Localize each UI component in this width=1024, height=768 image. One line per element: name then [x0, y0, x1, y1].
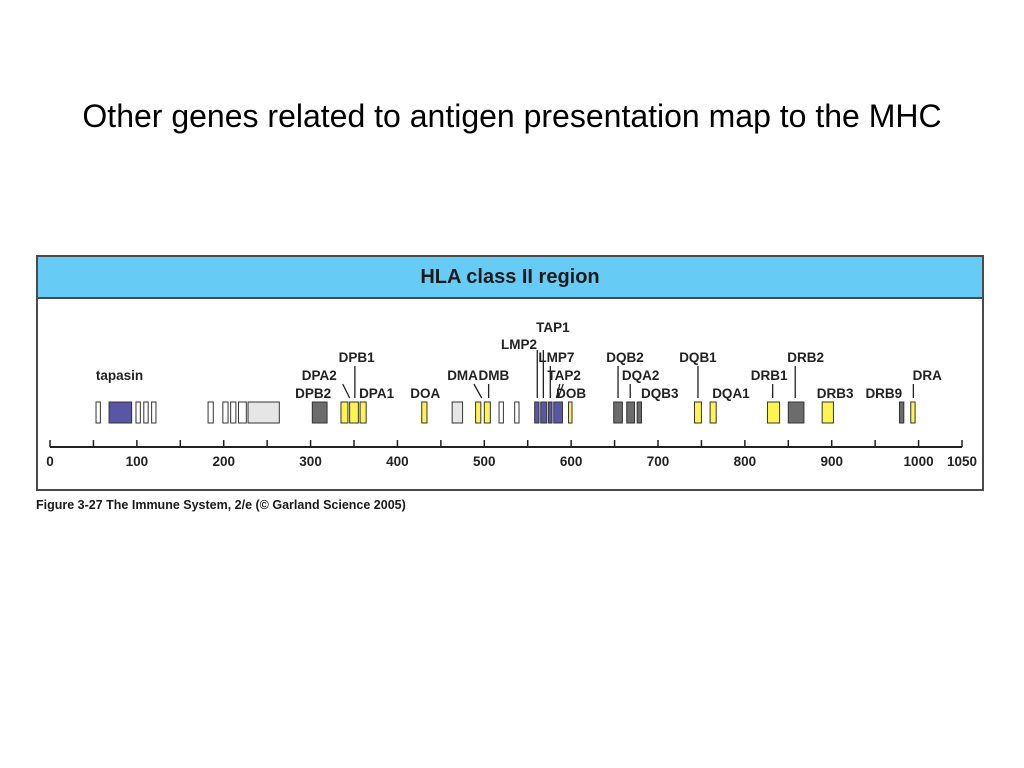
gene-label-dqb3: DQB3: [641, 386, 679, 401]
gene-label-drb9: DRB9: [865, 386, 902, 401]
axis-tick-label: 200: [212, 454, 235, 469]
gene-label-dra: DRA: [913, 368, 942, 383]
gene-block-yellow: [340, 401, 349, 424]
gene-label-dqa1: DQA1: [712, 386, 750, 401]
gene-label-tapasin: tapasin: [96, 368, 143, 383]
axis-tick-label: 600: [560, 454, 583, 469]
gene-block-yellow: [709, 401, 717, 424]
gene-block-yellow: [349, 401, 359, 424]
gene-label-drb3: DRB3: [817, 386, 854, 401]
gene-label-lmp7: LMP7: [538, 350, 574, 365]
axis-tick-label: 1000: [904, 454, 934, 469]
gene-label-dpa1: DPA1: [359, 386, 395, 401]
axis-tick-label: 800: [734, 454, 757, 469]
gene-label-dqb2: DQB2: [606, 350, 644, 365]
gene-block-dark: [787, 401, 805, 424]
gene-block-dark: [311, 401, 328, 424]
gene-block-dark: [626, 401, 636, 424]
gene-label-dmb: DMB: [478, 368, 509, 383]
gene-label-dma: DMA: [447, 368, 478, 383]
gene-block-yellow: [821, 401, 834, 424]
gene-block-yellow: [421, 401, 428, 424]
gene-block-white: [222, 401, 229, 424]
gene-block-dark: [898, 401, 905, 424]
gene-label-dpb2: DPB2: [295, 386, 331, 401]
gene-label-tap2: TAP2: [547, 368, 581, 383]
gene-block-yellow: [475, 401, 482, 424]
gene-label-doa: DOA: [410, 386, 440, 401]
gene-block-blue: [548, 401, 553, 424]
gene-block-blue: [553, 401, 563, 424]
gene-label-dqb1: DQB1: [679, 350, 717, 365]
gene-block-white: [514, 401, 520, 424]
gene-leader-line: [473, 383, 483, 399]
gene-block-light: [451, 401, 464, 424]
gene-block-yellow: [766, 401, 781, 424]
gene-block-white: [230, 401, 237, 424]
gene-label-lmp2: LMP2: [501, 337, 537, 352]
axis-tick-label: 700: [647, 454, 670, 469]
axis-tick-label: 300: [299, 454, 322, 469]
axis-tick-label: 500: [473, 454, 496, 469]
gene-leader-line: [342, 383, 351, 399]
gene-block-white: [135, 401, 141, 424]
gene-block-dark: [636, 401, 642, 424]
gene-block-white: [143, 401, 149, 424]
slide-title: Other genes related to antigen presentat…: [82, 98, 942, 134]
gene-label-dob: DOB: [556, 386, 586, 401]
gene-block-white: [95, 401, 101, 424]
axis-tick-label: 100: [126, 454, 149, 469]
gene-block-blue: [534, 401, 540, 424]
axis-tick-label: 900: [820, 454, 843, 469]
gene-block-white: [207, 401, 214, 424]
axis-tick-label: 1050: [947, 454, 977, 469]
axis-tick-label: 0: [46, 454, 54, 469]
gene-block-yellow: [483, 401, 491, 424]
gene-leader-line: [557, 383, 564, 399]
gene-block-dark: [613, 401, 623, 424]
figure-caption: Figure 3-27 The Immune System, 2/e (© Ga…: [36, 498, 406, 512]
gene-block-blue: [108, 401, 133, 424]
gene-block-white: [151, 401, 157, 424]
gene-label-dpb1: DPB1: [339, 350, 376, 365]
gene-block-white: [237, 401, 247, 424]
gene-block-yellow: [693, 401, 702, 424]
gene-block-light: [247, 401, 280, 424]
gene-label-tap1: TAP1: [536, 320, 570, 335]
figure-frame: HLA class II region 0 100 200 300 400 500 600 7…: [36, 255, 984, 491]
gene-block-blue: [540, 401, 548, 424]
gene-label-dqa2: DQA2: [622, 368, 660, 383]
gene-block-yellow: [910, 401, 916, 424]
figure-header: HLA class II region: [38, 257, 982, 299]
axis-tick-label: 400: [386, 454, 409, 469]
gene-label-drb2: DRB2: [787, 350, 824, 365]
gene-block-white: [498, 401, 504, 424]
gene-block-yellow: [359, 401, 367, 424]
gene-label-dpa2: DPA2: [302, 368, 337, 383]
gene-map: 0 100 200 300 400 500 600 700 800 900 1000 1050 tapa…: [46, 320, 977, 469]
gene-leader-line: [555, 383, 561, 399]
gene-label-drb1: DRB1: [751, 368, 788, 383]
gene-block-yellow: [568, 401, 573, 424]
